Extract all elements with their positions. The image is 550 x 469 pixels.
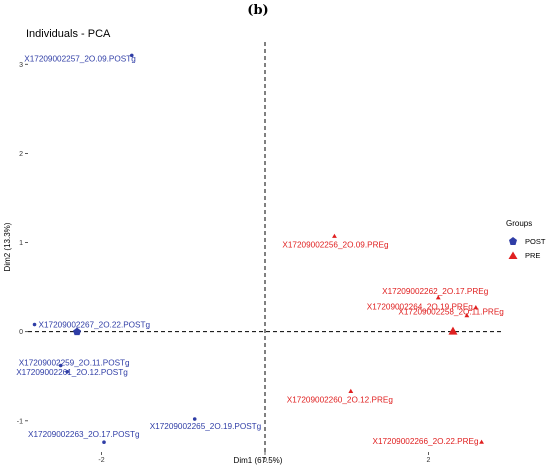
axes: -2 0 2 -1 0 1 2 3 bbox=[17, 42, 502, 464]
data-point-label: X17209002256_2O.09.PREg bbox=[282, 240, 389, 249]
centroid-post bbox=[73, 327, 82, 336]
data-point-label: X17209002262_2O.17.PREg bbox=[382, 287, 489, 296]
panel-label: (b) bbox=[247, 3, 268, 18]
y-tick-label: 3 bbox=[19, 62, 23, 69]
legend-pre-marker bbox=[508, 251, 518, 259]
data-point-label: X17209002265_2O.19.POSTg bbox=[150, 422, 262, 431]
x-tick-label: 0 bbox=[263, 457, 267, 464]
x-tick-label: 2 bbox=[426, 457, 430, 464]
data-point-label: X17209002261_2O.12.POSTg bbox=[16, 368, 128, 377]
y-tick-label: 2 bbox=[19, 151, 23, 158]
data-point-post bbox=[32, 322, 37, 327]
data-point-label: X17209002267_2O.22.POSTg bbox=[39, 321, 151, 330]
data-point-label: X17209002263_2O.17.POSTg bbox=[28, 430, 140, 439]
data-point-post bbox=[129, 53, 134, 58]
legend: Groups POST PRE bbox=[506, 219, 546, 260]
data-point-pre bbox=[479, 439, 484, 444]
y-tick-label: 0 bbox=[19, 329, 23, 336]
legend-title: Groups bbox=[506, 219, 532, 228]
data-point-post bbox=[192, 417, 197, 421]
x-tick-label: -2 bbox=[98, 457, 104, 464]
y-tick-label: -1 bbox=[17, 418, 23, 425]
y-tick-label: 1 bbox=[19, 240, 23, 247]
legend-post-marker bbox=[509, 237, 517, 245]
data-point-pre bbox=[464, 313, 470, 318]
legend-post-label: POST bbox=[525, 237, 546, 246]
data-point-label: X17209002257_2O.09.POSTg bbox=[24, 54, 136, 63]
data-point-label: X17209002259_2O.11.POSTg bbox=[19, 359, 130, 368]
data-point-label: X17209002260_2O.12.PREg bbox=[287, 395, 394, 404]
data-marks: X17209002257_2O.09.POSTg X17209002267_2O.… bbox=[16, 53, 504, 446]
data-point-pre bbox=[473, 305, 479, 310]
data-point-pre bbox=[435, 295, 441, 300]
data-point-post bbox=[102, 440, 106, 444]
chart-title: Individuals - PCA bbox=[26, 28, 111, 40]
data-point-pre bbox=[332, 233, 337, 238]
legend-pre-label: PRE bbox=[525, 251, 540, 260]
data-point-post bbox=[58, 363, 63, 368]
data-point-pre bbox=[348, 388, 354, 393]
data-point-label: X17209002266_2O.22.PREg bbox=[372, 437, 479, 446]
data-point-label: X17209002264_2O.19.PREg bbox=[367, 303, 474, 312]
centroid-pre bbox=[448, 326, 458, 335]
data-point-post bbox=[65, 369, 70, 374]
x-axis-label: Dim1 (67.5%) bbox=[234, 456, 283, 465]
y-axis-label: Dim2 (13.3%) bbox=[3, 222, 12, 271]
data-point-label: X17209002258_2O.11.PREg bbox=[398, 308, 504, 317]
